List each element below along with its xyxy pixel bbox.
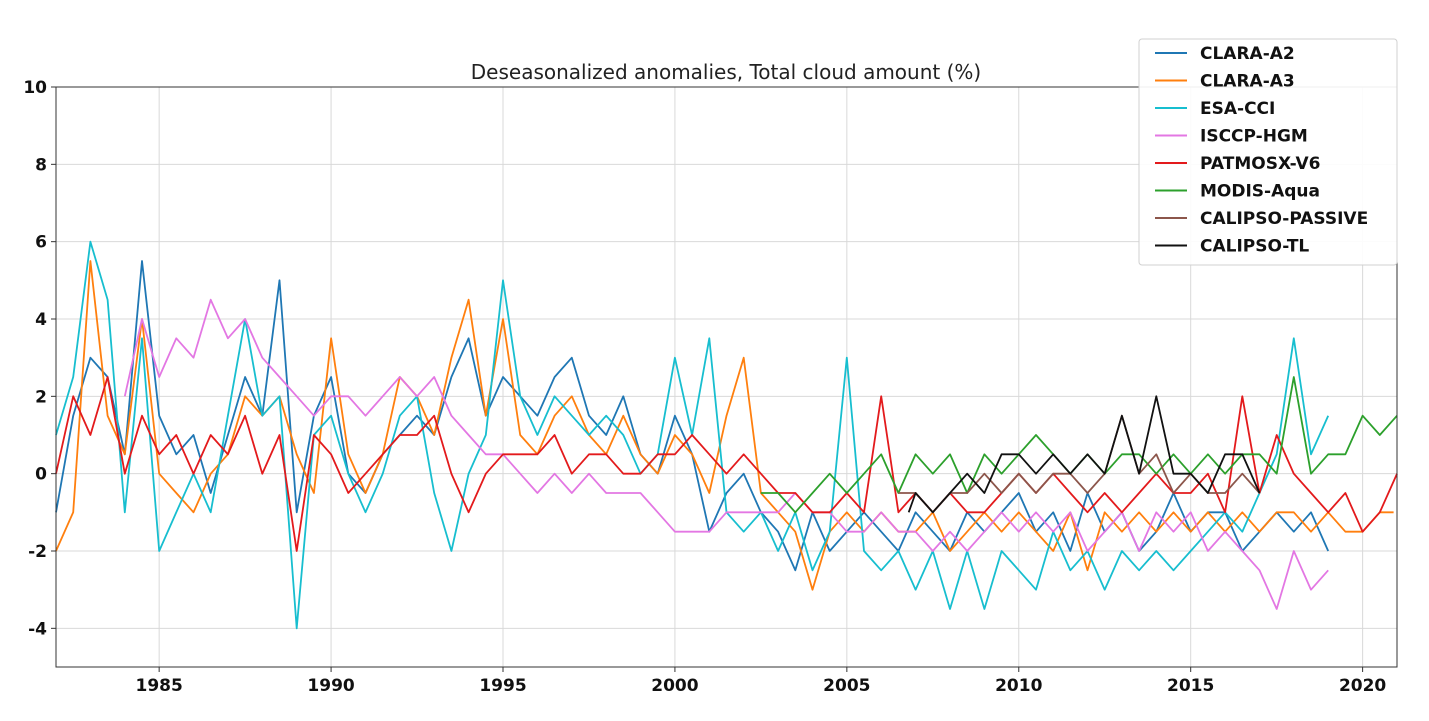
y-tick-label: 4: [35, 310, 47, 330]
x-tick-label: 2015: [1167, 676, 1214, 696]
legend-label-calipso-tl: CALIPSO-TL: [1200, 237, 1309, 257]
series-line-isccp-hgm: [123, 298, 1329, 610]
x-tick-label: 2020: [1339, 676, 1386, 696]
x-tick-label: 2010: [995, 676, 1042, 696]
legend-label-esa-cci: ESA-CCI: [1200, 99, 1275, 119]
legend-label-isccp-hgm: ISCCP-HGM: [1200, 127, 1308, 147]
legend-box: [1138, 38, 1398, 266]
y-tick-label: -2: [28, 542, 47, 562]
legend-label-calipso-passive: CALIPSO-PASSIVE: [1200, 209, 1368, 229]
legend-label-clara-a3: CLARA-A3: [1200, 72, 1295, 92]
legend: CLARA-A2 CLARA-A3 ESA-CCI ISCCP-HGM PATMOSX-…: [1138, 38, 1398, 266]
plot-frame: [55, 86, 1398, 668]
y-tick-label: 2: [35, 387, 47, 407]
series-line-clara-a2: [55, 260, 1330, 572]
legend-label-modis-aqua: MODIS-Aqua: [1200, 182, 1320, 202]
series-line-clara-a3: [55, 260, 1394, 591]
y-tick-labels: -4 -2 0 2 4 6 8 10: [23, 78, 56, 639]
chart-title: Deseasonalized anomalies, Total cloud am…: [471, 60, 981, 84]
x-tick-label: 1995: [479, 676, 526, 696]
x-tick-label: 2005: [823, 676, 870, 696]
legend-label-patmosx-v6: PATMOSX-V6: [1200, 154, 1320, 174]
series-line-modis-aqua: [760, 376, 1398, 514]
x-tick-label: 1985: [135, 676, 182, 696]
x-tick-labels: 1985 1990 1995 2000 2005 2010 2015 2020: [135, 667, 1386, 696]
y-tick-label: 0: [35, 465, 47, 485]
series-lines: [55, 240, 1398, 630]
x-tick-label: 1990: [307, 676, 354, 696]
legend-label-clara-a2: CLARA-A2: [1200, 44, 1295, 64]
y-tick-label: 6: [35, 233, 47, 253]
y-tick-label: -4: [28, 619, 47, 639]
x-tick-label: 2000: [651, 676, 698, 696]
y-tick-label: 8: [35, 155, 47, 175]
y-tick-label: 10: [23, 78, 47, 98]
series-line-calipso-tl: [907, 395, 1261, 514]
